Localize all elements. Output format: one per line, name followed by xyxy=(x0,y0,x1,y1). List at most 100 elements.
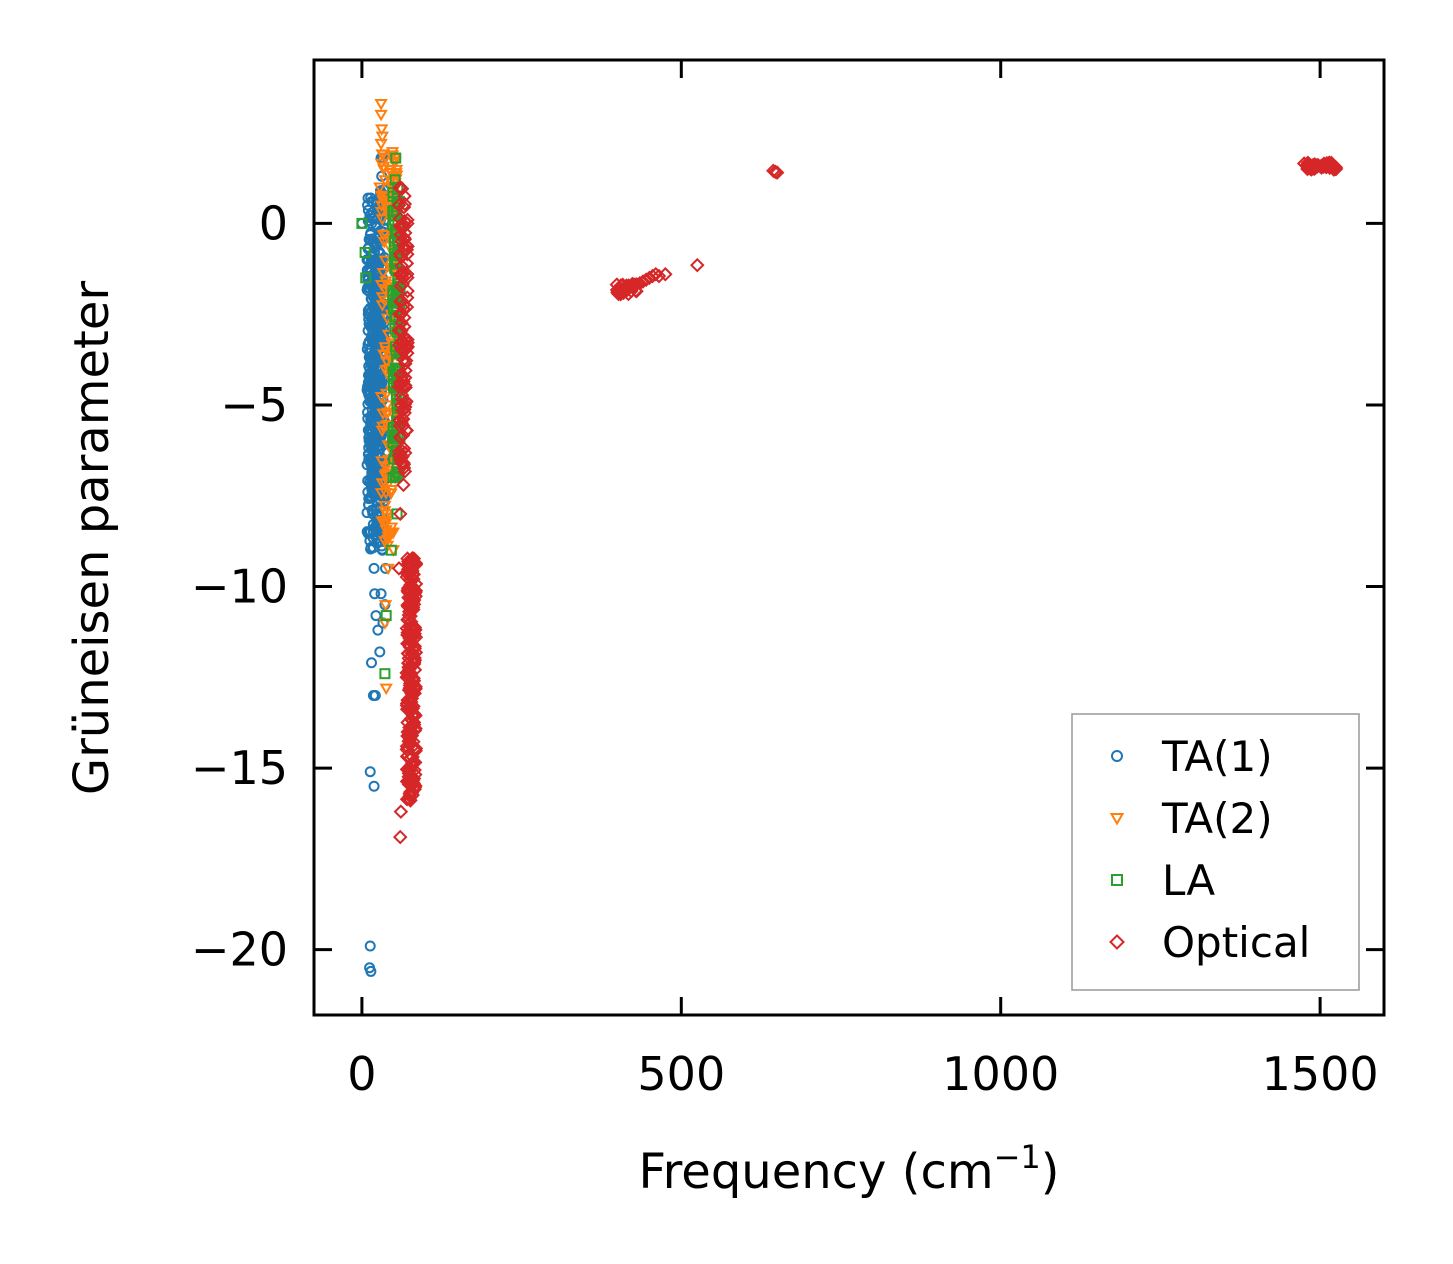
data-point xyxy=(399,256,415,271)
data-point xyxy=(385,147,400,159)
data-point xyxy=(374,318,386,330)
data-point xyxy=(400,693,416,709)
data-point xyxy=(399,423,414,438)
data-point xyxy=(374,109,388,122)
data-point xyxy=(397,319,412,334)
data-point xyxy=(366,403,378,415)
data-point xyxy=(375,588,387,600)
data-point xyxy=(375,124,389,136)
data-point xyxy=(375,478,389,490)
data-point xyxy=(379,683,393,696)
data-point xyxy=(406,628,422,644)
data-point xyxy=(374,392,389,404)
data-point xyxy=(392,430,408,445)
data-point xyxy=(628,283,644,299)
data-point xyxy=(383,165,398,177)
legend-items: TA(1) TA(2) LA Optical xyxy=(1109,732,1310,967)
data-point xyxy=(360,272,372,284)
data-point xyxy=(391,508,403,520)
data-point xyxy=(395,368,411,384)
data-point xyxy=(375,214,390,226)
data-point xyxy=(368,335,380,347)
data-point xyxy=(396,457,412,472)
data-point xyxy=(389,174,401,186)
legend-label: Optical xyxy=(1162,918,1310,967)
data-point xyxy=(368,444,380,456)
data-point xyxy=(381,534,395,547)
data-point xyxy=(369,689,381,701)
data-point xyxy=(400,239,415,254)
data-point xyxy=(365,657,377,669)
data-point xyxy=(369,588,381,600)
data-point xyxy=(1310,159,1325,174)
data-point xyxy=(378,342,392,354)
legend-box xyxy=(1071,713,1360,991)
data-point xyxy=(658,266,673,282)
data-point xyxy=(394,315,409,331)
data-point xyxy=(371,265,383,277)
data-point xyxy=(381,329,396,342)
data-point xyxy=(367,419,379,431)
data-point xyxy=(363,313,375,325)
data-point xyxy=(383,528,397,540)
data-point xyxy=(393,804,409,819)
axis-tick-labels: 0 500 1000 1500 0 −5 −10 −15 −20 xyxy=(191,196,1379,1101)
data-point xyxy=(369,461,381,473)
data-point xyxy=(365,965,377,977)
data-point xyxy=(379,229,393,241)
data-point xyxy=(373,335,385,347)
data-point xyxy=(399,742,415,757)
data-point xyxy=(375,516,389,528)
data-point xyxy=(399,696,415,711)
legend-marker-diamond xyxy=(1109,934,1125,950)
legend-marker-circle xyxy=(1111,750,1123,762)
data-point xyxy=(374,206,389,219)
data-point xyxy=(394,258,409,274)
data-point xyxy=(393,219,409,235)
data-point xyxy=(403,608,418,624)
data-point xyxy=(394,392,410,407)
data-point xyxy=(366,464,378,476)
data-point xyxy=(375,131,390,144)
data-point xyxy=(378,519,393,531)
x-tick-label: 0 xyxy=(347,1047,376,1101)
data-point xyxy=(370,610,382,622)
data-point xyxy=(396,219,412,235)
data-point xyxy=(368,360,380,372)
x-tick-label: 1000 xyxy=(942,1047,1059,1101)
data-point xyxy=(365,234,377,246)
data-point xyxy=(379,388,394,401)
data-point xyxy=(1314,160,1329,175)
data-point xyxy=(408,767,423,782)
data-point xyxy=(396,477,411,493)
x-tick-label: 1500 xyxy=(1262,1047,1379,1101)
data-point xyxy=(364,393,376,405)
data-point xyxy=(387,472,399,484)
series-optical xyxy=(391,155,1344,845)
data-point xyxy=(396,199,412,215)
data-point xyxy=(651,268,667,284)
data-point xyxy=(380,610,392,622)
data-point xyxy=(363,442,375,454)
data-point xyxy=(408,721,423,736)
data-point xyxy=(373,182,387,195)
data-point xyxy=(406,670,421,686)
y-tick-label: −15 xyxy=(191,741,288,795)
data-point xyxy=(369,530,381,542)
data-point xyxy=(378,255,392,268)
legend-item: Optical xyxy=(1109,918,1310,967)
data-point xyxy=(367,518,379,530)
data-point xyxy=(396,297,412,313)
data-point xyxy=(403,784,418,800)
data-point xyxy=(387,425,399,437)
x-axis-title: Frequency (cm−1) xyxy=(638,1138,1059,1200)
legend: TA(1) TA(2) LA Optical xyxy=(1071,713,1360,991)
data-point xyxy=(397,464,413,479)
legend-item: TA(2) xyxy=(1109,794,1273,843)
data-point xyxy=(396,374,411,389)
data-point xyxy=(374,279,389,292)
data-point xyxy=(375,425,389,438)
data-point xyxy=(362,527,374,539)
